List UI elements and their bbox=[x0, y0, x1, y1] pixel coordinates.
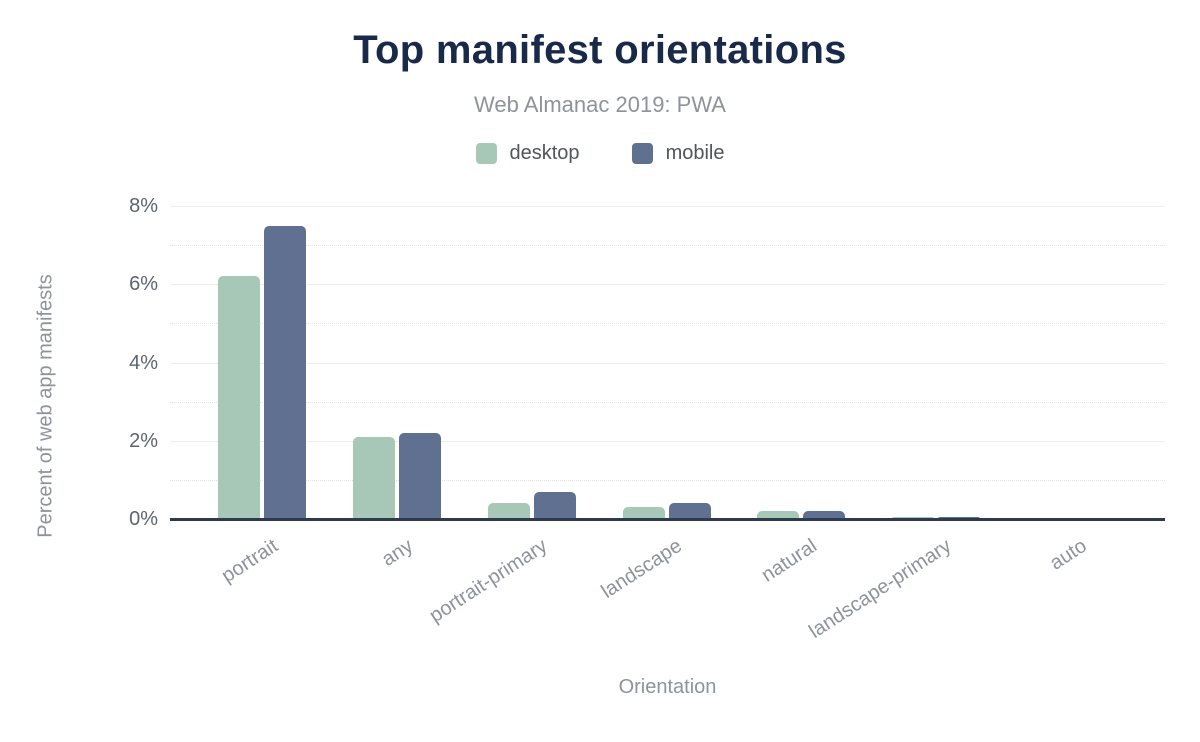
bar-group-natural bbox=[734, 206, 869, 519]
legend-swatch-mobile bbox=[631, 143, 653, 164]
bar-group-landscape-primary bbox=[869, 206, 1004, 519]
gridline bbox=[170, 362, 1165, 364]
x-tick-label-auto: auto bbox=[1045, 534, 1091, 575]
bar-mobile-landscape[interactable] bbox=[668, 503, 711, 519]
x-axis-line bbox=[170, 518, 1165, 521]
gridline bbox=[170, 479, 1165, 481]
bar-group-auto bbox=[1003, 206, 1138, 519]
bar-mobile-any[interactable] bbox=[399, 432, 442, 519]
gridline bbox=[170, 206, 1165, 207]
bar-desktop-landscape[interactable] bbox=[622, 507, 665, 519]
x-tick-label-natural: natural bbox=[757, 534, 821, 587]
bar-desktop-any[interactable] bbox=[353, 436, 396, 519]
x-tick-label-portrait: portrait bbox=[217, 534, 283, 588]
gridline bbox=[170, 323, 1165, 325]
legend-item-desktop[interactable]: desktop bbox=[475, 142, 580, 165]
legend-label-desktop: desktop bbox=[509, 142, 580, 164]
chart-subtitle: Web Almanac 2019: PWA bbox=[474, 92, 726, 117]
bar-mobile-portrait-primary[interactable] bbox=[533, 491, 576, 519]
bar-mobile-natural[interactable] bbox=[803, 511, 846, 519]
y-tick-label: 4% bbox=[129, 351, 158, 374]
gridline bbox=[170, 440, 1165, 442]
chart-title: Top manifest orientations bbox=[353, 28, 847, 72]
legend-item-mobile[interactable]: mobile bbox=[631, 142, 725, 165]
bar-desktop-portrait-primary[interactable] bbox=[487, 503, 530, 519]
x-tick-label-portrait-primary: portrait-primary bbox=[425, 534, 552, 628]
bars-layer bbox=[195, 206, 1138, 519]
gridline bbox=[170, 245, 1165, 247]
y-tick-label: 0% bbox=[129, 508, 158, 530]
y-tick-label: 6% bbox=[129, 273, 158, 296]
gridline bbox=[170, 401, 1165, 403]
x-tick-label-landscape: landscape bbox=[597, 534, 687, 603]
bar-desktop-natural[interactable] bbox=[757, 511, 800, 519]
bar-desktop-portrait[interactable] bbox=[218, 276, 261, 519]
y-axis-title: Percent of web app manifests bbox=[34, 274, 57, 538]
bar-group-portrait-primary bbox=[464, 206, 599, 519]
bar-mobile-portrait[interactable] bbox=[264, 225, 307, 519]
bar-group-any bbox=[330, 206, 465, 519]
legend-label-mobile: mobile bbox=[665, 142, 725, 164]
y-tick-label: 2% bbox=[129, 429, 158, 452]
y-tick-label: 8% bbox=[129, 195, 158, 217]
bar-group-portrait bbox=[195, 206, 330, 519]
bar-group-landscape bbox=[599, 206, 734, 519]
x-axis-tick-labels: portrait any portrait-primary landscape natu… bbox=[195, 519, 1138, 659]
x-tick-label-any: any bbox=[377, 534, 417, 571]
x-tick-label-landscape-primary: landscape-primary bbox=[805, 534, 956, 643]
legend-swatch-desktop bbox=[475, 143, 497, 164]
plot-area bbox=[170, 206, 1165, 521]
legend: desktop mobile bbox=[0, 142, 1200, 165]
gridline bbox=[170, 284, 1165, 286]
x-axis-title: Orientation bbox=[618, 676, 717, 698]
